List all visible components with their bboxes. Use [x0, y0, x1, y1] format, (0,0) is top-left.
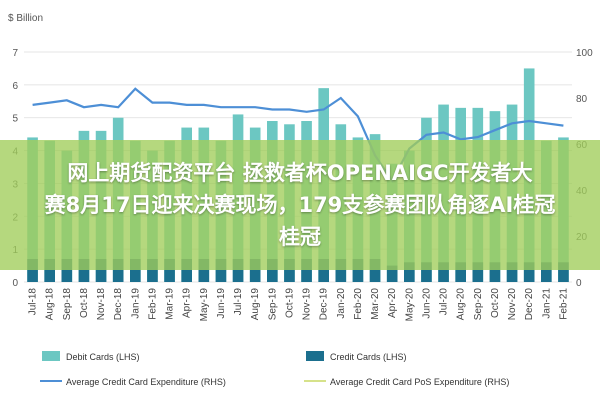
overlay-banner: 网上期货配资平台 拯救者杯OPENAIGC开发者大 赛8月17日迎来决赛现场，1…: [0, 140, 600, 270]
x-tick-label: Nov-20: [507, 288, 518, 321]
x-tick-label: Oct-20: [490, 288, 501, 318]
bar-credit: [95, 259, 107, 282]
bar-credit: [61, 259, 73, 282]
y-right-tick-label: 80: [576, 94, 588, 105]
x-tick-label: Aug-18: [45, 288, 56, 321]
bar-credit: [198, 259, 210, 282]
bar-credit: [455, 262, 466, 282]
bar-credit: [386, 265, 398, 282]
x-tick-label: Apr-20: [387, 288, 398, 318]
bar-credit: [112, 259, 124, 282]
x-tick-label: Jul-19: [233, 288, 244, 316]
x-tick-label: Jan-21: [541, 288, 552, 319]
series-lines: [32, 87, 564, 183]
x-tick-label: Jul-18: [28, 288, 39, 316]
y-left-tick-label: 7: [12, 48, 18, 59]
x-tick-label: Aug-20: [456, 288, 467, 321]
x-tick-label: May-19: [199, 288, 210, 322]
units-label: $ Billion: [8, 13, 43, 24]
x-tick-label: Feb-19: [147, 288, 158, 320]
banner-line-3: 桂冠: [279, 225, 321, 249]
x-tick-label: Oct-18: [79, 288, 90, 318]
x-tick-label: Mar-19: [165, 288, 176, 320]
bar-credit: [232, 259, 244, 282]
bar-credit: [147, 259, 158, 282]
bar-credit: [421, 262, 432, 282]
x-tick-label: Jan-20: [336, 288, 347, 319]
y-right-tick-label: 100: [576, 48, 593, 59]
x-axis-labels: Jul-18 Aug-18 Sep-18 Oct-18 Nov-18 Dec-18 Jan-…: [28, 288, 570, 322]
bar-credit: [215, 259, 227, 282]
y-left-tick-label: 5: [12, 114, 18, 125]
bar-credit: [369, 259, 381, 282]
legend-label: Average Credit Card Expenditure (RHS): [66, 377, 226, 387]
legend-swatch: [306, 351, 324, 361]
x-tick-label: Feb-21: [558, 288, 569, 320]
x-tick-label: Dec-20: [524, 288, 535, 321]
bar-credit: [541, 262, 552, 282]
bar-credit: [404, 262, 415, 282]
bar-credit: [318, 259, 329, 282]
y-right-tick-label: 0: [576, 278, 582, 289]
bar-credit: [335, 259, 347, 282]
bar-credit: [472, 262, 484, 282]
x-tick-label: Oct-19: [284, 288, 295, 318]
bar-credit: [78, 259, 90, 282]
x-tick-label: Dec-18: [113, 288, 124, 321]
x-tick-label: Apr-19: [182, 288, 193, 318]
x-tick-label: Sep-20: [473, 288, 484, 321]
x-tick-label: Feb-20: [353, 288, 364, 320]
bar-credit: [27, 259, 38, 282]
bar-credit: [284, 259, 295, 282]
bar-credit: [301, 259, 312, 282]
legend-label: Debit Cards (LHS): [66, 352, 140, 362]
legend: Debit Cards (LHS) Credit Cards (LHS) Avera…: [40, 351, 509, 387]
x-tick-label: Jun-20: [421, 288, 432, 319]
y-left-tick-label: 0: [12, 278, 18, 289]
x-tick-label: Jul-20: [439, 288, 450, 316]
x-tick-label: Dec-19: [319, 288, 330, 321]
bar-credit: [506, 262, 518, 282]
bar-credit: [558, 262, 569, 282]
bar-credit: [44, 259, 55, 282]
x-tick-label: Sep-18: [62, 288, 73, 321]
bar-credit: [523, 262, 535, 282]
bar-credit: [130, 259, 141, 282]
x-tick-label: Nov-18: [96, 288, 107, 321]
x-tick-label: Jan-19: [130, 288, 141, 319]
bar-credit: [164, 259, 175, 282]
banner-line-2: 赛8月17日迎来决赛现场，179支参赛团队角逐AI桂冠: [44, 193, 556, 217]
x-tick-label: Jun-19: [216, 288, 227, 319]
x-tick-label: Sep-19: [267, 288, 278, 321]
x-tick-label: Nov-19: [302, 288, 313, 321]
x-tick-label: Aug-19: [250, 288, 261, 321]
legend-label: Credit Cards (LHS): [330, 352, 407, 362]
bar-credit: [489, 262, 501, 282]
series-line: [32, 87, 564, 183]
bar-credit: [249, 259, 261, 282]
x-tick-label: May-20: [404, 288, 415, 322]
bar-credit: [181, 259, 192, 282]
x-tick-label: Mar-20: [370, 288, 381, 320]
bar-credit: [267, 259, 278, 282]
legend-swatch: [42, 351, 60, 361]
banner-line-1: 网上期货配资平台 拯救者杯OPENAIGC开发者大: [67, 161, 533, 185]
y-left-tick-label: 6: [12, 81, 18, 92]
bar-credit: [352, 259, 364, 282]
bar-credit: [438, 262, 449, 282]
legend-label: Average Credit Card PoS Expenditure (RHS…: [330, 377, 509, 387]
